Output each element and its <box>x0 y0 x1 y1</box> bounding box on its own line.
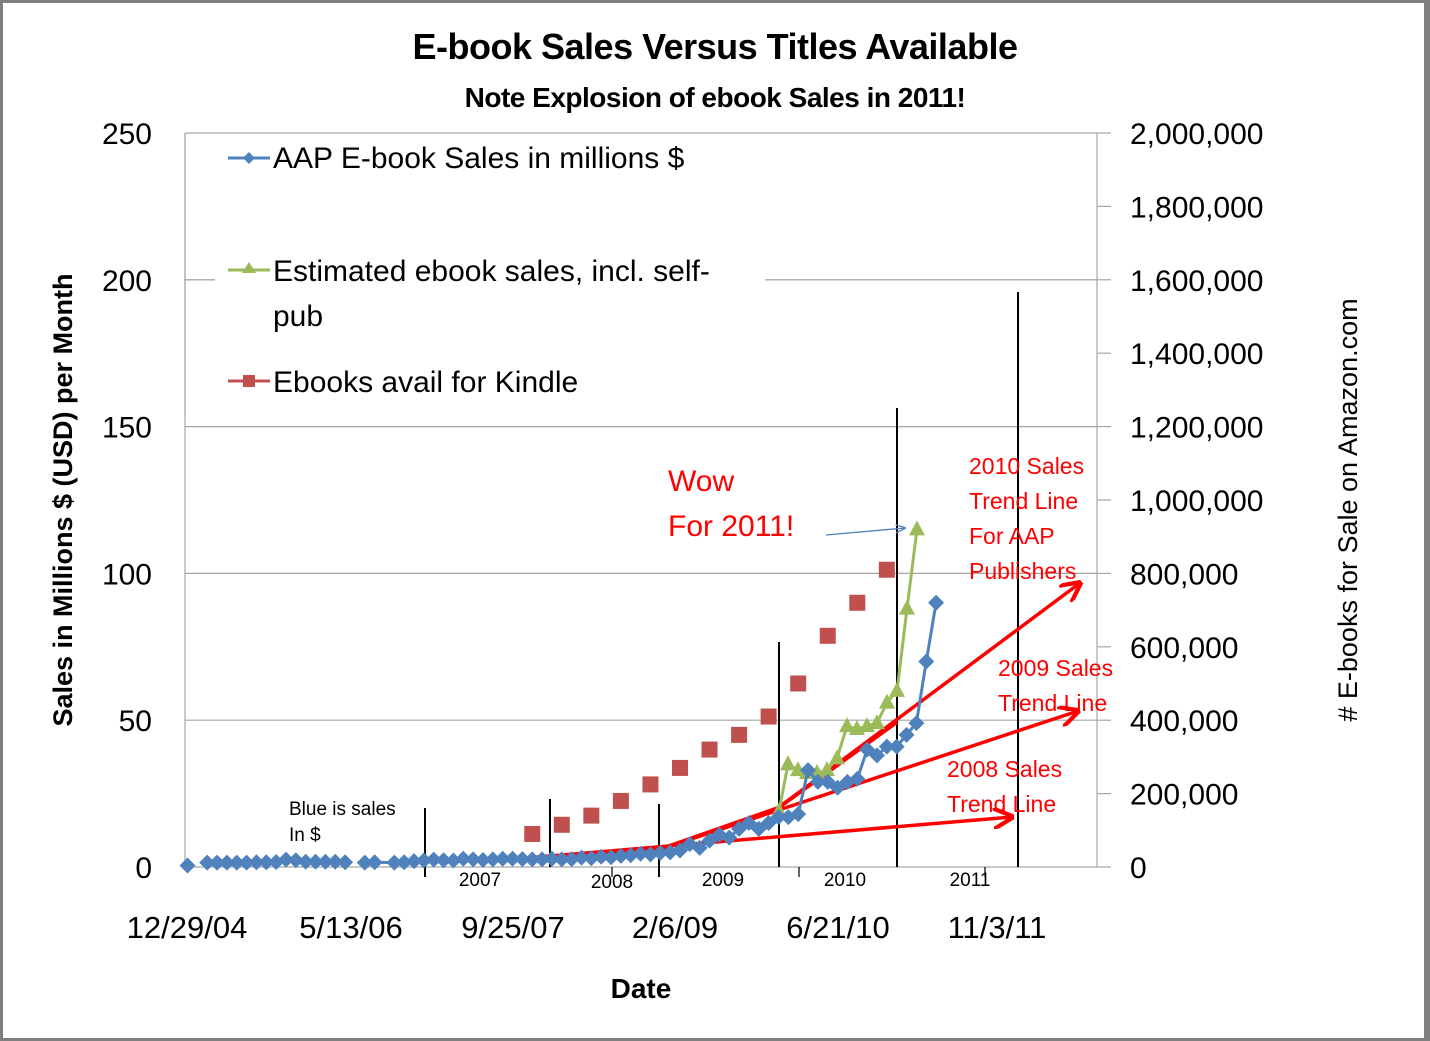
y2-tick-label: 1,200,000 <box>1130 412 1263 445</box>
annotation-2010-trend: Trend Line <box>969 488 1078 514</box>
y2-axis-label: # E-books for Sale on Amazon.com <box>1333 298 1363 721</box>
x-tick-label: 12/29/04 <box>127 910 248 945</box>
y2-tick-label: 1,000,000 <box>1130 485 1263 518</box>
annotation-blue-is-sales: Blue is sales <box>289 799 396 820</box>
year-label: 2010 <box>824 870 866 891</box>
y-tick-label: 150 <box>102 412 152 445</box>
x-tick-label: 2/6/09 <box>632 910 718 945</box>
legend-label-estimated-cont: pub <box>273 300 323 333</box>
legend-label-aap: AAP E-book Sales in millions $ <box>273 142 685 175</box>
y2-axis-ticks: 0 200,000 400,000 600,000 800,000 1,000,000 1,… <box>1097 118 1263 885</box>
y-axis-label: Sales in Millions $ (USD) per Month <box>48 273 78 726</box>
chart-subtitle: Note Explosion of ebook Sales in 2011! <box>464 82 966 113</box>
y2-tick-label: 2,000,000 <box>1130 118 1263 151</box>
y-tick-label: 100 <box>102 558 152 591</box>
annotation-2008-trend: Trend Line <box>947 791 1056 817</box>
annotation-2008-trend: 2008 Sales <box>947 756 1062 782</box>
y-tick-label: 200 <box>102 265 152 298</box>
y-tick-label: 250 <box>102 118 152 151</box>
y2-tick-label: 200,000 <box>1130 779 1238 812</box>
legend-label-kindle: Ebooks avail for Kindle <box>273 366 578 399</box>
annotation-2009-trend: 2009 Sales <box>998 655 1113 681</box>
x-tick-label: 11/3/11 <box>948 910 1047 945</box>
annotation-2010-trend: For AAP <box>969 523 1055 549</box>
series-aap-ebook-sales <box>179 594 945 874</box>
legend-label-estimated: Estimated ebook sales, incl. self- <box>273 255 710 288</box>
year-label: 2011 <box>950 870 991 891</box>
x-tick-label: 9/25/07 <box>461 910 564 945</box>
annotation-for-2011: For 2011! <box>668 510 794 543</box>
y2-tick-label: 1,600,000 <box>1130 265 1263 298</box>
y-tick-label: 50 <box>119 705 152 738</box>
annotations: Blue is sales In $ Wow For 2011! 2010 Sales T… <box>289 453 1113 846</box>
series-estimated-ebook-sales <box>771 520 925 818</box>
annotation-in-dollars: In $ <box>289 825 321 846</box>
series-ebooks-avail-kindle <box>524 561 895 842</box>
legend: AAP E-book Sales in millions $ Estimated … <box>184 133 1097 415</box>
year-label: 2009 <box>702 870 744 891</box>
x-axis-label: Date <box>611 973 672 1004</box>
annotation-wow: Wow <box>668 465 734 498</box>
annotation-2010-trend: 2010 Sales <box>969 453 1084 479</box>
year-label: 2007 <box>459 870 501 891</box>
chart-title: E-book Sales Versus Titles Available <box>412 26 1018 67</box>
annotation-2010-trend: Publishers <box>969 558 1076 584</box>
x-tick-label: 5/13/06 <box>299 910 402 945</box>
y2-tick-label: 400,000 <box>1130 705 1238 738</box>
y2-tick-label: 1,400,000 <box>1130 338 1263 371</box>
y2-tick-label: 1,800,000 <box>1130 191 1263 224</box>
y2-tick-label: 600,000 <box>1130 632 1238 665</box>
year-divider-lines <box>424 292 1019 877</box>
annotation-2009-trend: Trend Line <box>998 690 1107 716</box>
x-tick-label: 6/21/10 <box>786 910 889 945</box>
y2-tick-label: 0 <box>1130 852 1147 885</box>
year-label: 2008 <box>591 872 633 893</box>
y-tick-label: 0 <box>135 852 152 885</box>
y-axis-ticks: 0 50 100 150 200 250 <box>102 118 152 885</box>
y2-tick-label: 800,000 <box>1130 558 1238 591</box>
x-axis-ticks: 12/29/04 5/13/06 9/25/07 2/6/09 6/21/10 11/3/… <box>127 867 1047 945</box>
